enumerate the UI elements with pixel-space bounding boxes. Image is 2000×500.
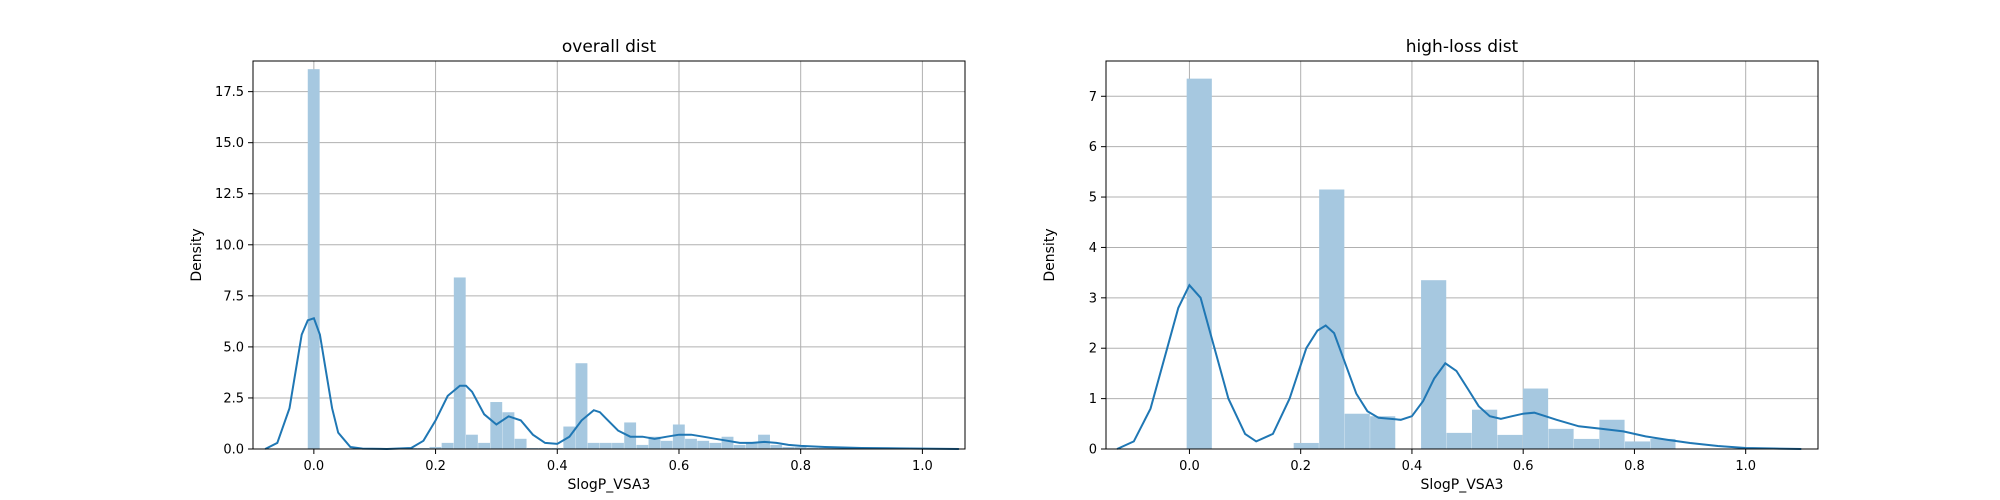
histogram-bar (672, 424, 685, 449)
histogram-bar (733, 444, 746, 449)
histogram-bar (1319, 189, 1345, 449)
histogram-bar (709, 442, 722, 449)
x-tick-labels: 0.0 0.2 0.4 0.6 0.8 1.0 (304, 459, 933, 474)
histogram-bar (1650, 438, 1676, 449)
kde-curve (264, 317, 959, 451)
histogram-bar (1497, 434, 1523, 449)
x-tick-label: 1.0 (1735, 459, 1756, 474)
x-axis-label: SlogP_VSA3 (1421, 477, 1504, 493)
tick-marks (248, 91, 923, 454)
y-tick-label: 5.0 (223, 340, 244, 355)
x-tick-label: 0.4 (547, 459, 568, 474)
tick-marks (1101, 95, 1747, 454)
y-tick-label: 3 (1089, 291, 1097, 306)
histogram-bar (648, 436, 661, 449)
histogram-bar (514, 438, 527, 449)
histogram-bar (575, 363, 588, 449)
histogram-bar (1573, 438, 1600, 449)
histogram-bar (307, 69, 320, 449)
x-axis-label: SlogP_VSA3 (568, 477, 651, 493)
histogram-bar (478, 442, 491, 449)
y-tick-label: 2.5 (223, 391, 244, 406)
x-tick-label: 0.4 (1402, 459, 1423, 474)
histogram-bar (1472, 409, 1498, 449)
y-tick-label: 17.5 (215, 85, 244, 100)
y-tick-label: 15.0 (215, 136, 244, 151)
histogram-bars (1186, 78, 1676, 450)
histogram-bar (1370, 416, 1396, 449)
histogram-bar (1344, 413, 1370, 449)
y-axis-label: Density (1042, 228, 1058, 281)
y-tick-label: 1 (1089, 392, 1097, 407)
histogram-bar (1446, 432, 1472, 449)
y-tick-labels: 0 1 2 3 4 5 6 7 (1089, 90, 1097, 458)
y-tick-label: 7.5 (223, 289, 244, 304)
y-tick-labels: 0.0 2.5 5.0 7.5 10.0 12.5 15.0 17.5 (215, 85, 244, 457)
y-tick-label: 0.0 (223, 443, 244, 458)
chart-title: high-loss dist (1406, 37, 1519, 57)
y-tick-label: 6 (1089, 140, 1097, 155)
x-tick-label: 0.2 (1290, 459, 1311, 474)
histogram-bar (429, 446, 442, 449)
y-axis-label: Density (189, 228, 205, 281)
histogram-bar (599, 442, 612, 449)
histogram-bar (441, 442, 454, 449)
histogram-bar (1293, 442, 1319, 449)
histogram-bar (1421, 280, 1447, 449)
histogram-bar (465, 434, 478, 449)
y-tick-label: 10.0 (215, 238, 244, 253)
histogram-bar (539, 447, 551, 449)
chart-title: overall dist (562, 37, 657, 57)
kde-curve (1116, 283, 1802, 450)
histogram-bar (794, 446, 807, 449)
x-tick-label: 0.8 (1624, 459, 1645, 474)
histogram-bar (1624, 441, 1651, 449)
y-tick-label: 2 (1089, 342, 1097, 357)
histogram-bar (1186, 78, 1212, 450)
histogram-bar (697, 440, 710, 449)
histogram-bar (1599, 419, 1625, 449)
x-tick-label: 0.6 (669, 459, 690, 474)
histogram-bar (685, 438, 697, 449)
histogram-bar (453, 277, 466, 449)
x-tick-label: 1.0 (912, 459, 933, 474)
histogram-bar (745, 442, 758, 449)
y-tick-label: 0 (1089, 443, 1097, 458)
histogram-bar (818, 447, 831, 449)
grid-lines (1106, 61, 1818, 450)
x-tick-label: 0.2 (425, 459, 446, 474)
plot-frame (1105, 60, 1819, 450)
histogram-bar (587, 442, 600, 449)
histogram-bar (831, 447, 843, 449)
grid-lines (253, 61, 965, 450)
x-tick-label: 0.0 (304, 459, 325, 474)
histogram-bar (660, 440, 673, 449)
x-tick-label: 0.8 (790, 459, 811, 474)
histogram-bar (1522, 388, 1549, 449)
histogram-bar (502, 412, 515, 449)
x-tick-label: 0.6 (1513, 459, 1534, 474)
y-tick-label: 4 (1089, 241, 1097, 256)
x-tick-label: 0.0 (1179, 459, 1200, 474)
chart-high-loss-dist: 0.0 0.2 0.4 0.6 0.8 1.0 0 1 2 3 4 5 6 7 high-loss di… (1042, 37, 1819, 493)
histogram-bar (526, 447, 539, 449)
histogram-bar (782, 446, 795, 449)
y-tick-label: 12.5 (215, 187, 244, 202)
histogram-bar (770, 444, 783, 449)
histogram-bar (417, 447, 430, 449)
x-tick-labels: 0.0 0.2 0.4 0.6 0.8 1.0 (1179, 459, 1756, 474)
histogram-bar (721, 436, 734, 449)
chart-overall-dist: 0.0 0.2 0.4 0.6 0.8 1.0 0.0 2.5 5.0 7.5 10.0 12.5 1… (189, 37, 966, 493)
y-tick-label: 5 (1089, 191, 1097, 206)
histogram-bar (806, 447, 819, 449)
histogram-bar (636, 444, 649, 449)
y-tick-label: 7 (1089, 90, 1097, 105)
histogram-bar (1548, 428, 1574, 449)
plot-frame (252, 60, 966, 450)
histogram-bar (612, 442, 624, 449)
histogram-bar (551, 447, 564, 449)
